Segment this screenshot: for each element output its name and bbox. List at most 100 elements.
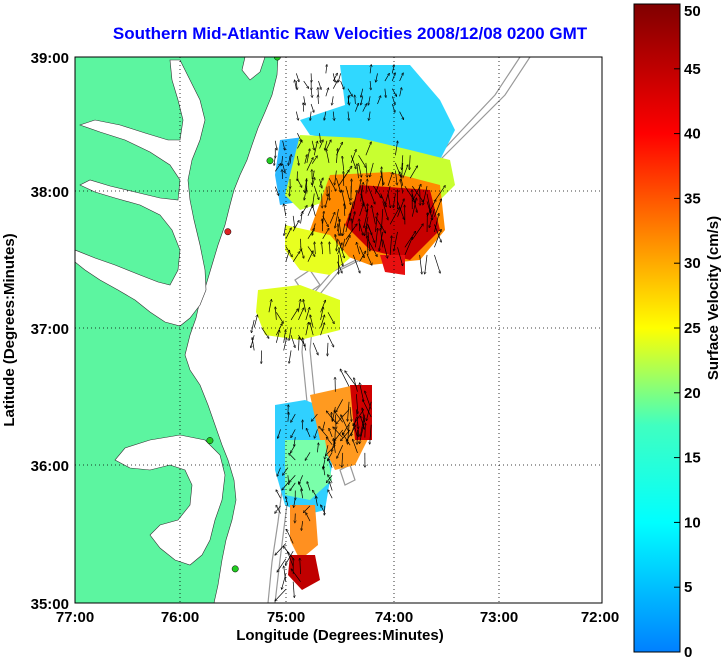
- velocity-arrow: [348, 111, 349, 121]
- velocity-arrow: [319, 178, 324, 187]
- velocity-arrow: [399, 111, 404, 120]
- velocity-arrow: [335, 208, 339, 228]
- velocity-arrow: [434, 224, 441, 242]
- velocity-arrow: [285, 228, 291, 239]
- velocity-arrow: [295, 80, 297, 89]
- velocity-arrow: [367, 239, 377, 257]
- velocity-arrow: [282, 140, 285, 150]
- velocity-arrow: [297, 133, 301, 141]
- colorbar-label: Surface Velocity (cm/s): [705, 216, 722, 380]
- colorbar-tick-label: 5: [684, 579, 692, 596]
- colorbar-tick-label: 35: [684, 190, 701, 207]
- velocity-arrow: [277, 558, 287, 572]
- velocity-arrow: [332, 96, 333, 105]
- colorbar: [633, 3, 681, 653]
- y-tick-label: 35:00: [31, 596, 69, 613]
- velocity-arrow: [322, 215, 329, 227]
- velocity-arrow: [402, 155, 403, 169]
- velocity-arrow: [322, 219, 323, 232]
- plot-frame: [74, 56, 603, 604]
- velocity-arrow: [367, 204, 368, 216]
- velocity-arrow: [252, 338, 255, 351]
- velocity-arrow: [320, 307, 324, 320]
- velocity-arrow: [303, 80, 309, 88]
- velocity-arrow: [318, 80, 321, 89]
- velocity-arrow: [365, 142, 371, 156]
- velocity-arrow: [363, 400, 372, 418]
- velocity-arrow: [409, 155, 410, 169]
- velocity-arrow: [276, 505, 281, 514]
- velocity-arrow: [302, 338, 307, 351]
- velocity-arrow: [288, 475, 289, 484]
- velocity-arrow: [290, 309, 298, 321]
- velocity-arrow: [301, 489, 304, 499]
- velocity-arrow: [344, 204, 345, 216]
- x-tick-label: 76:00: [161, 609, 199, 626]
- velocity-arrow: [320, 300, 326, 313]
- velocity-arrow: [404, 231, 416, 248]
- velocity-arrow: [275, 307, 276, 320]
- velocity-arrow: [395, 141, 397, 156]
- velocity-arrow: [288, 412, 289, 422]
- velocity-arrow: [290, 482, 296, 491]
- velocity-arrow: [341, 415, 350, 433]
- velocity-arrow: [277, 467, 281, 477]
- velocity-arrow: [423, 186, 428, 205]
- velocity-arrow: [319, 427, 329, 438]
- velocity-arrow: [411, 193, 417, 213]
- velocity-arrow: [391, 73, 395, 82]
- velocity-arrow: [340, 80, 344, 89]
- velocity-arrow: [385, 88, 386, 98]
- velocity-arrow: [307, 482, 311, 491]
- velocity-patch-south-tip-red: [288, 555, 320, 590]
- velocity-arrow: [359, 204, 364, 216]
- velocity-arrow: [313, 185, 319, 200]
- colorbar-tick-label: 10: [684, 514, 701, 531]
- velocity-arrow: [304, 155, 307, 164]
- velocity-arrow: [353, 409, 365, 425]
- velocity-arrow: [337, 243, 342, 255]
- velocity-arrow: [304, 96, 305, 105]
- velocity-arrow: [389, 208, 399, 225]
- velocity-arrow: [376, 73, 378, 82]
- velocity-arrow: [429, 208, 435, 227]
- velocity-arrow: [434, 186, 445, 202]
- velocity-arrow: [399, 73, 404, 82]
- velocity-arrow: [360, 186, 364, 205]
- colorbar-tick-label: 40: [684, 126, 701, 143]
- velocity-arrow: [282, 170, 283, 180]
- velocity-arrow: [289, 327, 292, 341]
- velocity-arrow: [332, 406, 336, 421]
- velocity-arrow: [292, 215, 295, 228]
- velocity-arrow: [318, 88, 319, 97]
- velocity-arrow: [409, 166, 417, 179]
- velocity-arrow: [391, 65, 394, 74]
- velocity-arrow: [314, 242, 315, 255]
- velocity-arrow: [367, 231, 370, 251]
- x-tick-label: 73:00: [480, 609, 518, 626]
- velocity-arrow: [290, 154, 291, 164]
- velocity-arrow: [289, 350, 292, 363]
- velocity-arrow: [365, 179, 367, 194]
- velocity-arrow: [313, 141, 317, 156]
- velocity-arrow: [296, 80, 297, 90]
- velocity-arrow: [329, 242, 330, 255]
- velocity-arrow: [305, 178, 308, 192]
- colorbar-tick-label: 50: [684, 3, 701, 20]
- velocity-arrow: [306, 158, 313, 171]
- velocity-arrow: [375, 213, 377, 233]
- velocity-arrow: [291, 569, 301, 582]
- velocity-arrow: [366, 401, 372, 421]
- velocity-arrow: [320, 323, 325, 336]
- velocity-arrow: [324, 505, 325, 515]
- velocity-arrow: [284, 223, 287, 236]
- velocity-arrow: [367, 236, 368, 255]
- velocity-arrow: [322, 242, 323, 255]
- velocity-arrow: [312, 223, 316, 236]
- velocity-arrow: [380, 193, 387, 207]
- velocity-arrow: [345, 224, 357, 240]
- velocity-arrow: [359, 223, 363, 236]
- velocity-arrow: [336, 142, 342, 156]
